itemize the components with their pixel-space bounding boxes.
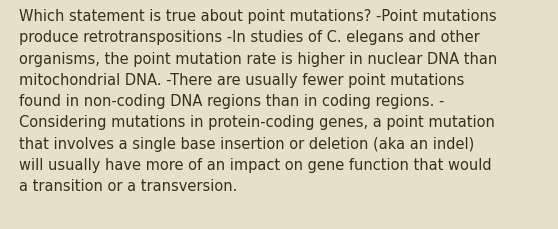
Text: Which statement is true about point mutations? -Point mutations
produce retrotra: Which statement is true about point muta… bbox=[20, 9, 498, 193]
